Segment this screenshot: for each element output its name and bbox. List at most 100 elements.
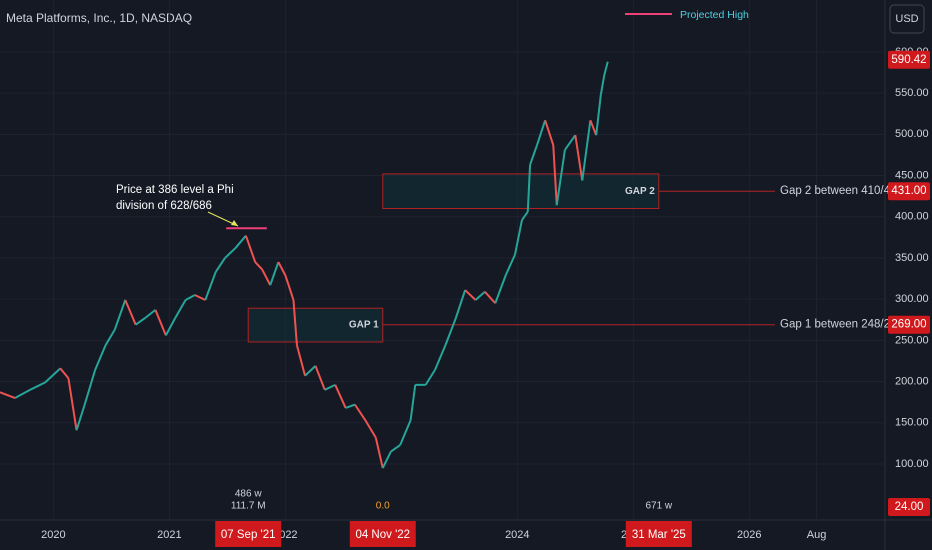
date-tag xyxy=(349,521,416,547)
price-segment xyxy=(194,294,206,301)
price-segment xyxy=(514,219,523,255)
price-segment xyxy=(364,419,377,439)
price-segment xyxy=(59,367,70,379)
last-price-label: 590.42 xyxy=(891,54,926,66)
price-segment xyxy=(564,134,577,151)
price-segment xyxy=(29,381,46,391)
price-segment xyxy=(474,290,486,301)
legend-label: Projected High xyxy=(680,9,749,21)
date-tag xyxy=(215,521,282,547)
gap-label: GAP 1 xyxy=(349,320,379,331)
price-segment xyxy=(504,254,516,276)
gap-note: Gap 1 between 248/289 xyxy=(780,319,903,331)
y-tick-label: 400.00 xyxy=(895,211,929,223)
x-tick-label: 2020 xyxy=(41,529,65,541)
price-segment xyxy=(399,419,412,446)
annotation-text: division of 628/686 xyxy=(116,200,212,212)
price-segment xyxy=(595,94,602,136)
price-segment xyxy=(581,120,592,181)
price-tag-label: 269.00 xyxy=(891,319,926,331)
price-segment xyxy=(292,299,298,346)
y-tick-label: 350.00 xyxy=(895,252,929,264)
price-segment xyxy=(444,317,457,346)
y-tick-label: 100.00 xyxy=(895,458,929,470)
price-segment xyxy=(284,274,295,301)
x-tick-label: 2026 xyxy=(737,529,761,541)
price-segment xyxy=(494,274,507,304)
y-tick-label: 550.00 xyxy=(895,87,929,99)
price-segment xyxy=(529,144,538,166)
price-segment xyxy=(174,299,187,319)
price-segment xyxy=(144,309,157,319)
price-segment xyxy=(434,344,447,371)
price-segment xyxy=(484,291,497,304)
price-segment xyxy=(269,261,280,286)
price-segment xyxy=(135,317,146,326)
price-segment xyxy=(381,451,392,469)
price-segment xyxy=(83,369,97,405)
y-tick-label: 150.00 xyxy=(895,417,929,429)
y-tick-label: 250.00 xyxy=(895,334,929,346)
price-segment xyxy=(345,403,356,409)
date-tag-label: 07 Sep '21 xyxy=(221,529,276,541)
gap-note: Gap 2 between 410/452 xyxy=(780,185,903,197)
price-segment xyxy=(44,367,61,384)
price-segment xyxy=(104,329,116,346)
price-tag xyxy=(888,315,930,334)
price-segment xyxy=(244,235,257,263)
price-segment xyxy=(603,61,609,76)
price-segment xyxy=(94,344,107,371)
price-segment xyxy=(314,365,326,391)
price-segment xyxy=(254,261,263,271)
gap-label: GAP 2 xyxy=(625,186,655,197)
price-segment xyxy=(552,144,558,206)
y-tick-label: 450.00 xyxy=(895,169,929,181)
date-tag-label: 04 Nov '22 xyxy=(355,529,410,541)
price-segment xyxy=(409,384,417,421)
arrow-head xyxy=(231,220,238,226)
annotation-text: Price at 386 level a Phi xyxy=(116,184,234,196)
price-segment xyxy=(526,164,532,212)
date-tag-label: 31 Mar '25 xyxy=(632,529,686,541)
measure-label: 671 w xyxy=(645,501,672,512)
price-segment xyxy=(154,309,167,336)
price-segment xyxy=(124,299,137,326)
price-segment xyxy=(185,294,196,301)
x-tick-label: 2024 xyxy=(505,529,529,541)
price-segment xyxy=(164,317,177,336)
price-segment xyxy=(224,247,237,259)
price-tag xyxy=(888,182,930,201)
price-segment xyxy=(234,235,247,249)
x-tick-label: Aug xyxy=(807,529,827,541)
measure-label: 0.0 xyxy=(376,501,390,512)
price-segment xyxy=(589,119,598,136)
y-tick-label: 200.00 xyxy=(895,375,929,387)
price-segment xyxy=(599,74,606,95)
measure-label: 486 w xyxy=(235,489,262,500)
price-segment xyxy=(555,149,566,206)
price-segment xyxy=(295,345,307,377)
price-segment xyxy=(574,134,584,181)
price-segment xyxy=(544,120,555,146)
price-segment xyxy=(354,404,367,421)
currency-button[interactable] xyxy=(889,4,925,34)
price-segment xyxy=(390,444,401,453)
gap-box xyxy=(247,307,384,343)
floor-tag xyxy=(888,498,930,516)
price-segment xyxy=(454,289,467,319)
price-tag-label: 431.00 xyxy=(891,185,926,197)
price-segment xyxy=(204,271,217,301)
price-segment xyxy=(14,388,31,399)
price-segment xyxy=(464,289,477,301)
price-segment xyxy=(261,269,272,286)
chart-title: Meta Platforms, Inc., 1D, NASDAQ xyxy=(6,11,192,25)
price-segment xyxy=(536,120,547,146)
currency[interactable]: USD xyxy=(895,13,918,25)
date-tag xyxy=(625,521,692,547)
price-segment xyxy=(424,369,436,386)
price-segment xyxy=(214,257,226,273)
price-segment xyxy=(277,261,287,276)
x-tick-label: 2021 xyxy=(157,529,181,541)
